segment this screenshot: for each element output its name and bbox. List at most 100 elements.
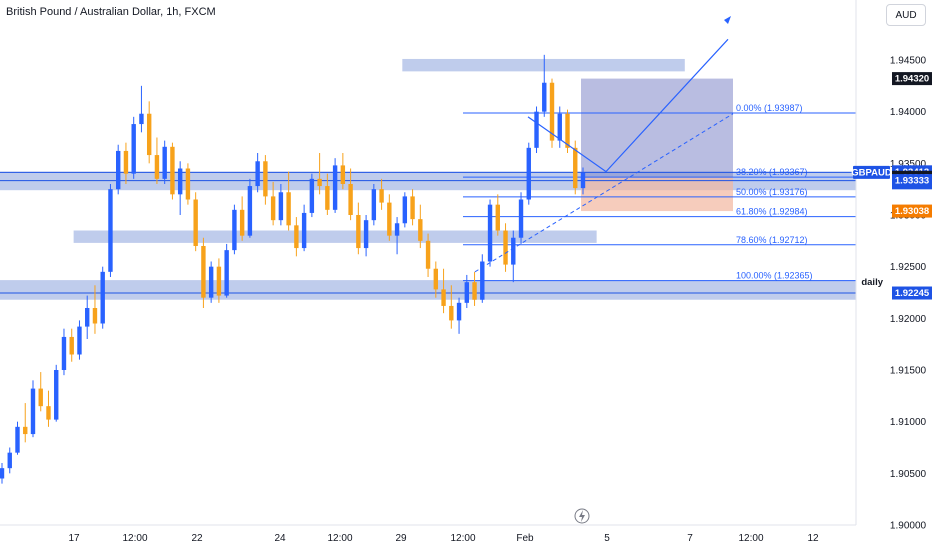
candle-body	[185, 168, 191, 200]
price-label-badge	[892, 286, 932, 300]
candle-body	[449, 305, 454, 321]
candle-body	[301, 212, 307, 249]
arrow-head-icon	[724, 16, 731, 24]
candle-body	[162, 146, 167, 179]
candle-body	[85, 308, 90, 327]
x-tick-label: 17	[68, 533, 80, 544]
candle-body	[232, 209, 237, 251]
trend-drawings	[474, 16, 734, 273]
price-label-badge	[892, 72, 932, 86]
candle-body	[23, 426, 28, 435]
price-label-text: 1.93333	[895, 176, 929, 187]
y-tick-label: 1.92000	[890, 314, 927, 325]
ticker-text: GBPAUD	[851, 167, 892, 178]
candle-body	[123, 150, 129, 174]
candle-body	[348, 184, 353, 215]
y-tick-label: 1.93500	[890, 159, 927, 170]
projection-path	[527, 38, 729, 173]
candle-body	[503, 230, 508, 265]
candle-body	[201, 246, 206, 298]
candle-body	[61, 336, 67, 370]
candle-body	[580, 172, 586, 189]
currency-button[interactable]: AUD	[886, 4, 926, 26]
candle-body	[270, 196, 276, 221]
fib-level-label: 78.60% (1.92712)	[736, 235, 808, 245]
candle-body	[263, 161, 268, 197]
candle-body	[7, 452, 12, 469]
candle-body	[495, 204, 500, 231]
candle-body	[464, 282, 469, 303]
candle-body	[278, 192, 284, 221]
bolt-icon[interactable]	[574, 508, 590, 524]
dashed-trend-line	[474, 113, 734, 273]
candle-body	[239, 209, 245, 236]
ticker-badge	[853, 165, 890, 179]
candle-body	[394, 223, 400, 236]
candle-body	[418, 219, 423, 241]
candle-body	[77, 326, 82, 355]
y-tick-label: 1.90500	[890, 469, 927, 480]
candle-body	[573, 147, 578, 189]
candle-body	[131, 124, 136, 174]
daily-tag-text: daily	[861, 277, 883, 288]
candle-body	[38, 388, 43, 407]
price-labels: 1.943201.9341304:26GBPAUD1.933651.933331…	[851, 72, 932, 300]
candle-body	[294, 225, 299, 249]
candle-body	[472, 282, 477, 300]
hline-levels	[0, 171, 856, 294]
candle-body	[170, 146, 175, 195]
fib-level-label: 50.00% (1.93176)	[736, 187, 808, 197]
candle-body	[317, 178, 322, 187]
y-tick-label: 1.91000	[890, 417, 927, 428]
support-resistance-zones	[0, 58, 856, 300]
candle-body	[216, 266, 222, 296]
candle-body	[371, 189, 377, 221]
candle-body	[177, 168, 183, 195]
candle-body	[340, 165, 346, 184]
candle-body	[224, 250, 229, 296]
price-label-text: 1.93038	[895, 206, 929, 217]
candle-body	[549, 82, 555, 141]
fib-level-label: 0.00% (1.93987)	[736, 103, 803, 113]
candle-body	[557, 113, 562, 141]
candle-body	[379, 189, 384, 203]
stop-area	[581, 177, 733, 212]
x-tick-label: 12:00	[327, 533, 352, 544]
candle-body	[534, 111, 539, 148]
candle-body	[542, 82, 547, 112]
candle-body	[193, 199, 198, 246]
candle-body	[247, 186, 253, 236]
candle-body	[100, 271, 105, 324]
x-tick-label: 7	[687, 533, 693, 544]
sr-zone	[0, 280, 856, 300]
sr-zone	[402, 58, 685, 72]
candle-body	[286, 192, 291, 226]
candle-body	[387, 202, 392, 236]
candle-body	[325, 186, 330, 210]
y-tick-label: 1.91500	[890, 366, 927, 377]
candle-body	[46, 406, 51, 420]
candle-body	[208, 266, 214, 298]
x-tick-label: 12:00	[738, 533, 763, 544]
candle-body	[15, 426, 20, 453]
position-tool	[581, 78, 733, 212]
candle-body	[0, 468, 5, 479]
y-tick-label: 1.92500	[890, 262, 927, 273]
candle-body	[410, 196, 415, 220]
x-tick-label: 12	[807, 533, 819, 544]
candle-body	[441, 289, 446, 306]
candle-body	[30, 388, 36, 435]
candle-body	[332, 165, 338, 210]
candle-body	[425, 240, 431, 269]
candle-body	[433, 268, 439, 290]
x-tick-label: 29	[395, 533, 407, 544]
candle-body	[116, 150, 121, 190]
x-tick-label: 24	[274, 533, 286, 544]
y-tick-label: 1.90000	[890, 521, 927, 532]
x-tick-label: Feb	[516, 533, 534, 544]
fib-level-label: 61.80% (1.92984)	[736, 207, 808, 217]
x-tick-label: 5	[604, 533, 610, 544]
fib-level-label: 100.00% (1.92365)	[736, 271, 813, 281]
candle-body	[363, 220, 369, 249]
